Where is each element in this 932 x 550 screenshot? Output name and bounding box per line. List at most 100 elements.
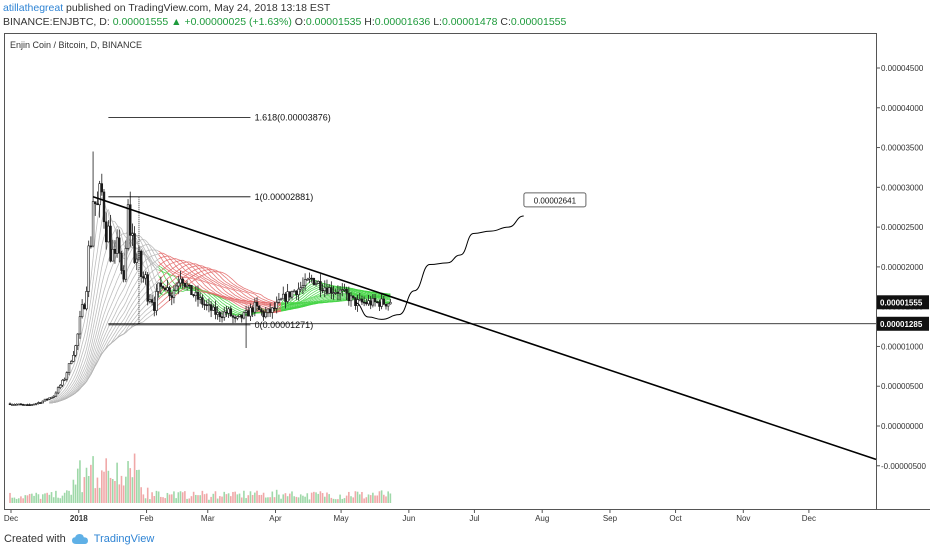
volume-bar — [330, 497, 333, 503]
candle — [61, 379, 64, 387]
ma-segment — [125, 304, 129, 310]
ma-segment — [217, 291, 221, 294]
target-callout-box — [523, 192, 587, 208]
ohlc-bar: BINANCE:ENJBTC, D: 0.00001555 ▲ +0.00000… — [3, 16, 567, 28]
ma-segment — [64, 392, 68, 395]
ma-segment — [129, 303, 133, 308]
ma-segment — [66, 386, 70, 391]
ma-segment — [103, 332, 107, 338]
volume-bar — [234, 491, 236, 503]
ma-segment — [121, 319, 124, 323]
ma-segment — [118, 282, 122, 287]
ma-segment — [234, 281, 238, 285]
ma-segment — [151, 291, 155, 294]
candle — [240, 314, 243, 323]
ma-segment — [164, 271, 168, 275]
ma-segment — [123, 302, 127, 307]
ma-segment — [81, 383, 85, 387]
ma-segment — [237, 309, 240, 311]
ma-segment — [226, 277, 229, 281]
candle — [284, 292, 287, 309]
candle-body — [306, 279, 309, 281]
ma-segment — [226, 291, 229, 295]
ma-segment — [237, 301, 240, 303]
ma-segment — [234, 302, 238, 305]
candle-body — [26, 404, 29, 406]
candle — [212, 304, 215, 311]
tradingview-link[interactable]: TradingView — [93, 533, 155, 545]
y-tick-label: 0.00003500 — [881, 144, 924, 153]
ma-segment — [230, 288, 234, 290]
ma-segment — [206, 280, 210, 283]
ma-segment — [125, 311, 129, 317]
ma-segment — [105, 333, 109, 339]
ma-segment — [208, 288, 212, 291]
ma-segment — [291, 298, 295, 301]
ma-segment — [272, 300, 275, 303]
ma-segment — [86, 338, 90, 350]
price-chart[interactable]: Enjin Coin / Bitcoin, D, BINANCE0.000045… — [4, 33, 930, 525]
volume-bar — [22, 498, 24, 503]
ma-segment — [77, 369, 81, 376]
candle — [35, 402, 38, 406]
ma-segment — [243, 299, 247, 301]
volume-bar — [129, 468, 132, 503]
ma-segment — [215, 279, 218, 283]
ma-segment — [239, 310, 242, 312]
ma-segment — [307, 299, 310, 302]
ma-segment — [101, 322, 105, 330]
ma-segment — [241, 296, 245, 298]
candle — [107, 220, 110, 243]
ma-segment — [103, 337, 107, 343]
author-link[interactable]: atillathegreat — [3, 2, 64, 14]
ma-segment — [112, 220, 116, 223]
ma-segment — [143, 305, 146, 309]
ma-segment — [221, 302, 225, 305]
ma-segment — [62, 398, 65, 400]
ma-segment — [99, 266, 103, 279]
ma-segment — [132, 300, 135, 305]
ma-segment — [232, 288, 236, 290]
chart-frame[interactable]: Enjin Coin / Bitcoin, D, BINANCE 0.000045… — [4, 33, 930, 525]
ma-segment — [307, 289, 310, 292]
ma-segment — [191, 270, 194, 273]
ma-segment — [300, 294, 304, 298]
ma-segment — [127, 292, 131, 298]
volume-bar — [197, 495, 199, 503]
ma-segment — [309, 299, 312, 302]
ma-segment — [248, 291, 251, 294]
candle — [48, 397, 51, 400]
ma-segment — [239, 289, 242, 292]
ma-segment — [313, 288, 317, 290]
ma-segment — [75, 385, 79, 389]
ma-segment — [311, 297, 314, 299]
ma-segment — [215, 269, 218, 272]
candle — [306, 277, 309, 281]
ma-segment — [108, 306, 111, 312]
candle — [341, 283, 344, 297]
ma-segment — [239, 301, 242, 304]
ma-segment — [173, 274, 177, 277]
candle-body — [198, 297, 202, 300]
ma-segment — [112, 273, 116, 279]
ma-segment — [112, 285, 116, 292]
ma-segment — [208, 283, 212, 287]
candle-body — [122, 270, 125, 280]
ma-segment — [259, 299, 262, 302]
ma-segment — [265, 297, 269, 300]
y-tick-label: 0.00002000 — [881, 263, 924, 272]
ma-segment — [208, 293, 212, 297]
volume-bar — [212, 493, 215, 503]
x-tick-label: Mar — [201, 514, 215, 523]
volume-bar — [297, 497, 300, 503]
candle — [336, 285, 340, 301]
ma-segment — [147, 311, 151, 315]
candle — [126, 199, 130, 251]
ma-segment — [237, 298, 240, 300]
candle-body — [153, 302, 156, 311]
ma-segment — [147, 316, 151, 319]
ma-segment — [243, 291, 247, 293]
ma-segment — [313, 297, 317, 300]
ma-segment — [77, 361, 81, 370]
candle — [198, 292, 202, 304]
